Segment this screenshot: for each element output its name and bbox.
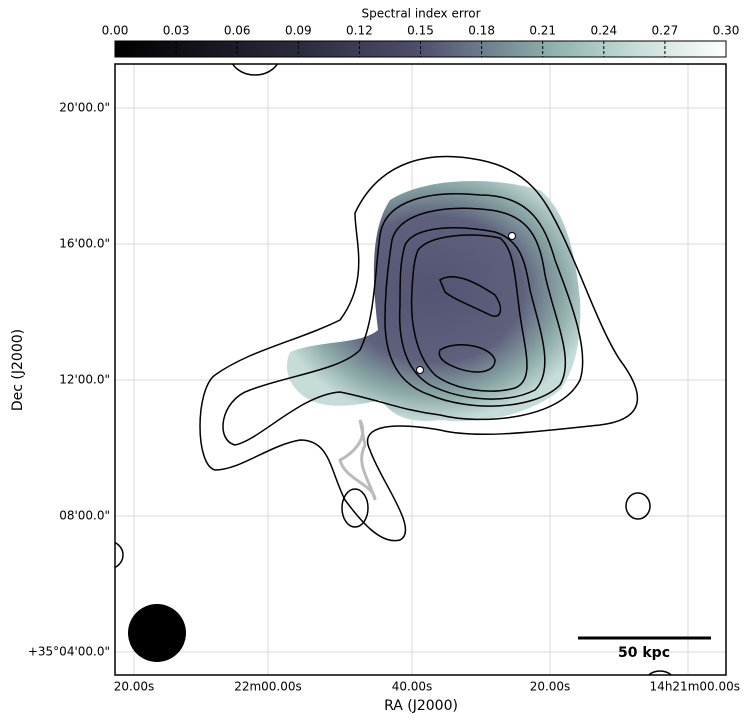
image (115, 64, 711, 675)
y-tick-label: 16'00.0" (59, 237, 110, 251)
colorbar-tick-label: 0.06 (224, 24, 251, 38)
colorbar-tick-label: 0.21 (529, 24, 556, 38)
y-axis-label: Dec (J2000) (10, 329, 26, 411)
x-tick-label: 14h21m00.00s (650, 680, 740, 694)
x-tick-label: 20.00s (114, 680, 155, 694)
y-tick-label: 20'00.0" (59, 101, 110, 115)
colorbar-tick-label: 0.12 (346, 24, 373, 38)
colorbar-tick-label: 0.09 (285, 24, 312, 38)
y-tick-label: +35°04'00.0" (28, 645, 110, 659)
scale-bar-label: 50 kpc (618, 645, 670, 661)
colorbar-title: Spectral index error (361, 7, 480, 21)
beam (128, 604, 186, 662)
x-tick-label: 20.00s (530, 680, 571, 694)
y-tick-label: 12'00.0" (59, 373, 110, 387)
x-tick-label: 22m00.00s (234, 680, 302, 694)
colorbar-tick-label: 0.15 (407, 24, 434, 38)
colorbar-tick-label: 0.27 (652, 24, 679, 38)
frame (114, 63, 727, 676)
colorbar-tick-label: 0.18 (468, 24, 495, 38)
x-tick-label: 40.00s (392, 680, 433, 694)
y-tick-label: 08'00.0" (59, 509, 110, 523)
index-map (286, 180, 581, 422)
colorbar-tick-label: 0.24 (590, 24, 617, 38)
colorbar-tick-label: 0.30 (713, 24, 740, 38)
colorbar-tick-label: 0.03 (163, 24, 190, 38)
colorbar-tick-label: 0.00 (102, 24, 129, 38)
x-axis-label: RA (J2000) (384, 698, 458, 714)
